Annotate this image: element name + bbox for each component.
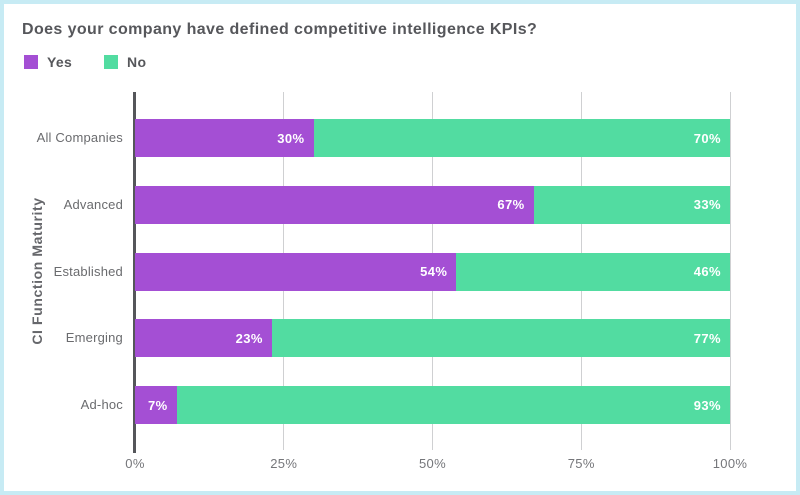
category-label: Advanced: [63, 196, 123, 212]
chart-title: Does your company have defined competiti…: [22, 21, 538, 38]
legend-label: No: [127, 54, 147, 70]
legend-item: Yes: [24, 54, 72, 70]
legend: Yes No: [24, 54, 146, 70]
category-label: Established: [53, 263, 123, 279]
bar-segment-yes: 67%: [135, 185, 534, 224]
bar-value-label: 46%: [693, 264, 721, 279]
plot-area: 30% 70% 67% 33% 54% 46% 23% 77% 7% 93%: [133, 92, 731, 453]
y-axis-line: [133, 92, 136, 453]
bar-segment-no: 46%: [456, 252, 730, 291]
x-tick-label: 100%: [712, 456, 748, 471]
bar-segment-yes: 30%: [135, 119, 314, 157]
category-label: Ad-hoc: [80, 397, 123, 412]
legend-item: No: [104, 54, 146, 70]
bar-value-label: 77%: [693, 330, 721, 346]
legend-swatch: [24, 55, 38, 69]
bar-segment-yes: 54%: [135, 252, 457, 291]
bar-value-label: 30%: [277, 130, 305, 146]
bar-segment-no: 93%: [176, 386, 730, 424]
bar-row: 67% 33%: [135, 185, 730, 224]
bar-value-label: 70%: [693, 130, 721, 146]
bar-row: 54% 46%: [135, 252, 730, 291]
x-tick-label: 25%: [270, 456, 298, 471]
bar-value-label: 54%: [420, 264, 448, 279]
bar-row: 30% 70%: [135, 119, 730, 157]
x-tick-label: 0%: [125, 456, 145, 471]
category-label: Emerging: [65, 330, 123, 346]
category-label: All Companies: [36, 130, 123, 145]
bar-segment-yes: 7%: [135, 386, 177, 424]
x-tick-label: 75%: [567, 456, 595, 471]
bar-value-label: 33%: [693, 197, 721, 213]
bar-row: 23% 77%: [135, 319, 730, 358]
x-tick-label: 50%: [419, 456, 446, 471]
bar-value-label: 7%: [148, 397, 168, 413]
bar-value-label: 23%: [235, 330, 263, 346]
bar-segment-yes: 23%: [135, 319, 272, 358]
gridline: [729, 92, 731, 450]
bar-row: 7% 93%: [135, 386, 730, 424]
legend-label: Yes: [47, 54, 73, 70]
bar-segment-no: 33%: [533, 185, 730, 224]
legend-swatch: [104, 55, 119, 69]
bar-segment-no: 70%: [313, 119, 730, 157]
bar-segment-no: 77%: [271, 319, 730, 358]
bar-value-label: 67%: [497, 197, 525, 213]
bar-value-label: 93%: [693, 397, 721, 413]
